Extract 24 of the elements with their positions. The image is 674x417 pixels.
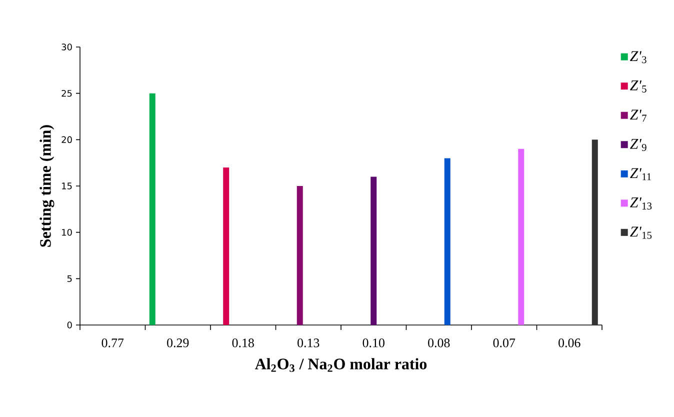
legend-label: Z'$_{13}$ <box>630 198 652 210</box>
x-tick-label: 0.13 <box>298 338 320 348</box>
legend-label: Z'$_{7}$ <box>630 110 646 122</box>
y-axis-title: Setting time (min) <box>40 125 54 247</box>
y-tick-label: 0 <box>67 322 72 328</box>
legend-label: Z'$_{5}$ <box>630 80 646 92</box>
y-tick-label: 10 <box>62 228 72 236</box>
x-tick-label: 0.77 <box>102 338 124 348</box>
x-tick-label: 0.08 <box>428 338 450 348</box>
y-tick-label: 20 <box>62 136 72 144</box>
x-tick-label: 0.06 <box>558 338 580 348</box>
x-tick-label: 0.10 <box>362 338 384 348</box>
y-tick-label: 15 <box>62 182 72 190</box>
legend-label: Z'$_{9}$ <box>630 138 646 152</box>
x-tick-label: 0.18 <box>232 338 254 348</box>
legend-label: Z'$_{3}$ <box>630 51 646 64</box>
legend-label: Z'$_{15}$ <box>630 226 652 239</box>
x-axis-title: Al$_{2}$O$_{3}$ / Na$_{2}$O molar ratio <box>255 358 427 372</box>
x-tick-label: 0.07 <box>493 338 516 348</box>
y-tick-label: 30 <box>62 44 72 50</box>
x-tick-label: 0.29 <box>167 338 189 348</box>
y-tick-label: 25 <box>62 90 72 97</box>
legend-label: Z'$_{11}$ <box>630 168 651 180</box>
y-tick-label: 5 <box>67 275 72 282</box>
